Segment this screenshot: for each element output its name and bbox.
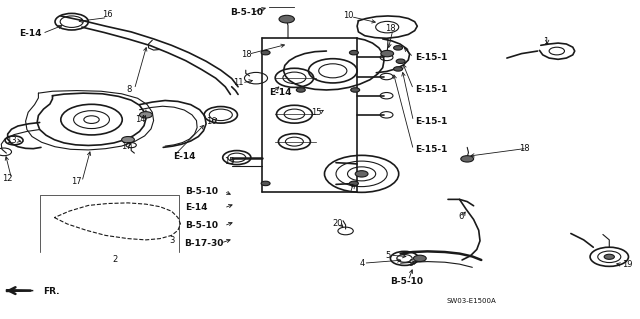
Polygon shape (6, 290, 33, 292)
Circle shape (261, 181, 270, 186)
Text: 18: 18 (520, 144, 530, 153)
Circle shape (355, 171, 368, 177)
Text: 12: 12 (3, 174, 13, 183)
Circle shape (396, 59, 405, 63)
Text: 8: 8 (127, 85, 132, 94)
Text: FR.: FR. (44, 287, 60, 296)
Text: 9: 9 (408, 259, 413, 268)
Text: 13: 13 (6, 136, 17, 145)
Text: 17: 17 (122, 142, 132, 151)
Text: 15: 15 (224, 157, 234, 166)
Text: E-14: E-14 (19, 29, 42, 38)
Text: 11: 11 (234, 78, 244, 87)
Text: 10: 10 (344, 11, 354, 20)
Text: B-5-10: B-5-10 (390, 277, 424, 286)
Text: E-15-1: E-15-1 (415, 145, 447, 154)
Circle shape (140, 112, 152, 118)
Text: E-14: E-14 (269, 88, 291, 97)
Circle shape (261, 50, 270, 55)
Text: 2: 2 (113, 256, 118, 264)
Text: B-5-10: B-5-10 (186, 187, 219, 196)
Text: 20: 20 (333, 219, 343, 228)
Text: 5: 5 (386, 251, 391, 260)
Text: B-5-10: B-5-10 (230, 8, 264, 17)
Text: E-15-1: E-15-1 (415, 85, 447, 94)
Text: E-15-1: E-15-1 (415, 53, 447, 62)
Circle shape (351, 88, 360, 92)
Circle shape (296, 88, 305, 92)
Text: SW03-E1500A: SW03-E1500A (447, 299, 497, 304)
Text: 3: 3 (169, 236, 174, 245)
Text: 6: 6 (458, 212, 463, 221)
Text: 18: 18 (241, 50, 252, 59)
Circle shape (122, 137, 134, 143)
Circle shape (349, 50, 358, 55)
Text: 16: 16 (102, 11, 113, 19)
Text: 16: 16 (206, 117, 216, 126)
Text: 19: 19 (622, 260, 632, 269)
Text: B-17-30: B-17-30 (184, 239, 223, 248)
Text: 15: 15 (312, 108, 322, 117)
Circle shape (381, 50, 394, 57)
Text: 18: 18 (385, 24, 396, 33)
Text: B-5-10: B-5-10 (186, 221, 219, 230)
Circle shape (394, 46, 403, 50)
Text: E-15-1: E-15-1 (415, 117, 447, 126)
Text: 14: 14 (136, 115, 146, 124)
Circle shape (394, 67, 403, 71)
Text: E-14: E-14 (173, 152, 195, 161)
Text: 7: 7 (348, 184, 353, 193)
Circle shape (461, 156, 474, 162)
Text: 17: 17 (72, 177, 82, 186)
Text: 1: 1 (543, 37, 548, 46)
Circle shape (279, 15, 294, 23)
Text: 4: 4 (360, 259, 365, 268)
Circle shape (349, 181, 358, 186)
Text: E-14: E-14 (186, 204, 208, 212)
Circle shape (604, 254, 614, 259)
Circle shape (413, 255, 426, 262)
